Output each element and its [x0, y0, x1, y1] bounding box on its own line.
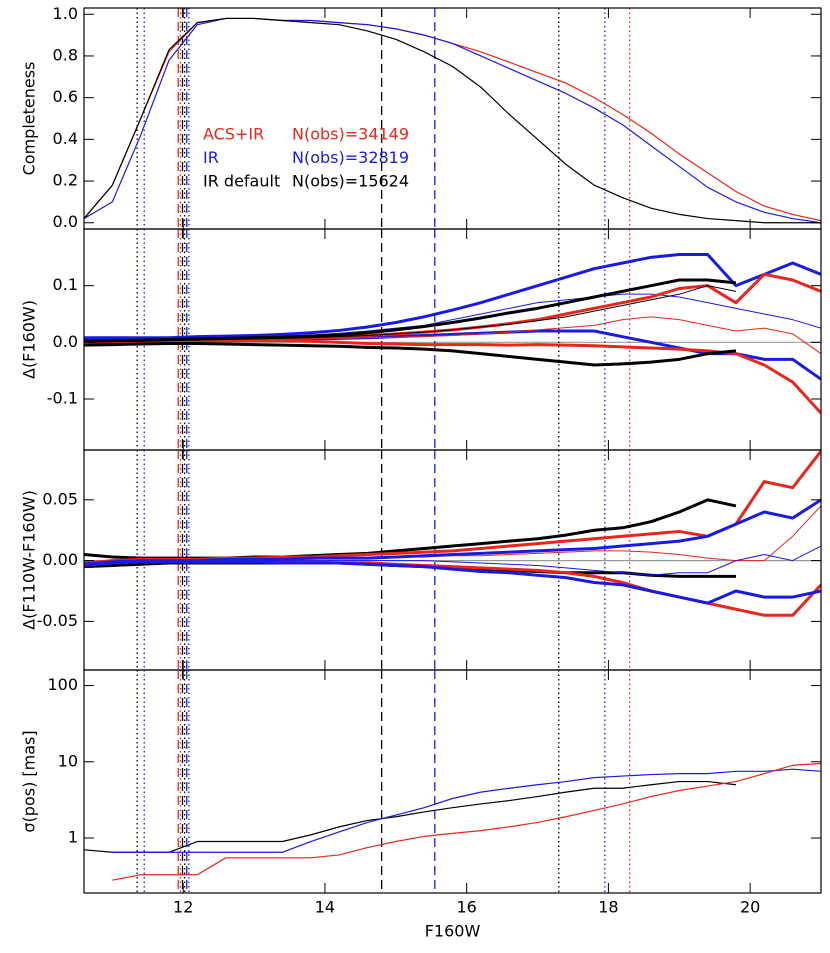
x-tick-label: 12 [173, 898, 193, 917]
y-tick-label: 0.05 [42, 489, 78, 508]
data-line [84, 339, 821, 415]
y-tick-label: -0.1 [47, 389, 78, 408]
data-line [84, 272, 821, 344]
y-axis-label: Completeness [20, 62, 39, 176]
data-line [84, 293, 821, 340]
data-line [112, 762, 821, 881]
data-line [84, 780, 737, 853]
y-tick-label: 10 [58, 751, 78, 770]
y-axis-label: Δ(F160W) [20, 300, 39, 379]
legend-label: IR default [203, 172, 280, 191]
legend-label: IR [203, 148, 219, 167]
plot-frame [83, 7, 822, 230]
data-line [84, 278, 737, 343]
y-tick-label: 0.2 [53, 171, 78, 190]
data-line [84, 498, 821, 566]
data-line [84, 498, 737, 560]
plot-frame [83, 669, 822, 894]
x-tick-label: 20 [740, 898, 760, 917]
data-line [84, 17, 821, 224]
y-tick-label: 0.0 [53, 212, 78, 231]
legend-note: N(obs)=15624 [292, 172, 409, 191]
data-line [84, 253, 821, 340]
x-tick-label: 16 [456, 898, 476, 917]
y-tick-label: 0.00 [42, 550, 78, 569]
x-axis-label: F160W [425, 922, 481, 941]
data-line [84, 560, 821, 605]
y-axis-label: Δ(F110W-F160W) [20, 490, 39, 630]
y-tick-label: 100 [47, 675, 78, 694]
y-tick-label: 1 [68, 828, 78, 847]
data-line [84, 17, 821, 222]
y-tick-label: 0.0 [53, 332, 78, 351]
data-line [84, 545, 821, 576]
y-tick-label: 0.1 [53, 275, 78, 294]
legend-note: N(obs)=34149 [292, 125, 409, 144]
y-tick-label: -0.05 [37, 611, 78, 630]
y-axis-label: σ(pos) [mas] [20, 730, 39, 832]
y-tick-label: 0.8 [53, 45, 78, 64]
x-tick-label: 18 [598, 898, 618, 917]
y-tick-label: 0.6 [53, 87, 78, 106]
x-tick-label: 14 [315, 898, 335, 917]
y-tick-label: 1.0 [53, 4, 78, 23]
data-line [84, 341, 737, 367]
data-line [112, 768, 821, 853]
legend-note: N(obs)=32819 [292, 148, 409, 167]
data-line [84, 285, 737, 343]
legend-label: ACS+IR [203, 125, 264, 144]
y-tick-label: 0.4 [53, 129, 78, 148]
data-line [84, 17, 821, 224]
